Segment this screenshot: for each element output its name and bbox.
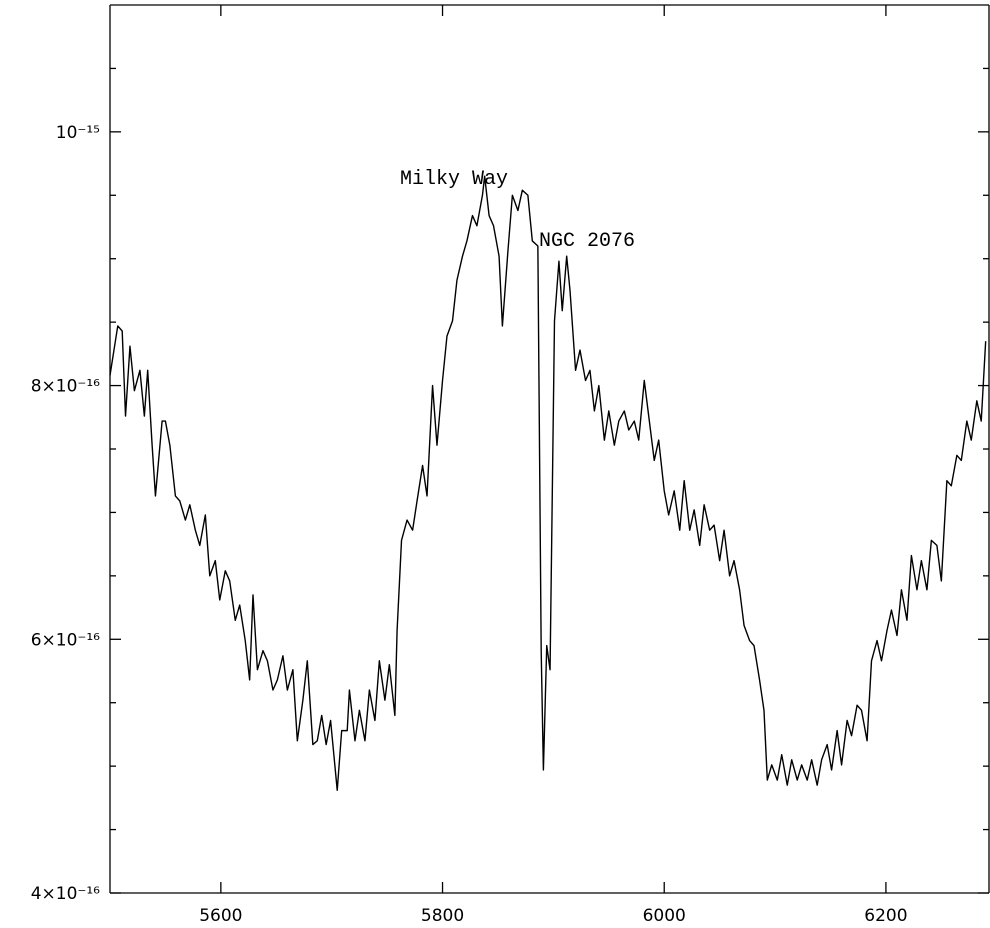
y-tick-label: 8×10⁻¹⁶ bbox=[31, 377, 100, 397]
spectrum-line bbox=[109, 175, 987, 791]
annotation: NGC 2076 bbox=[539, 230, 635, 253]
x-tick-label: 5800 bbox=[421, 906, 464, 926]
y-tick-label: 6×10⁻¹⁶ bbox=[31, 630, 100, 650]
annotation: Milky Way bbox=[400, 168, 508, 191]
x-tick-label: 5600 bbox=[199, 906, 242, 926]
y-tick-label: 4×10⁻¹⁶ bbox=[31, 884, 100, 904]
x-tick-label: 6200 bbox=[864, 906, 907, 926]
y-tick-label: 10⁻¹⁵ bbox=[56, 123, 100, 143]
x-tick-label: 6000 bbox=[643, 906, 686, 926]
